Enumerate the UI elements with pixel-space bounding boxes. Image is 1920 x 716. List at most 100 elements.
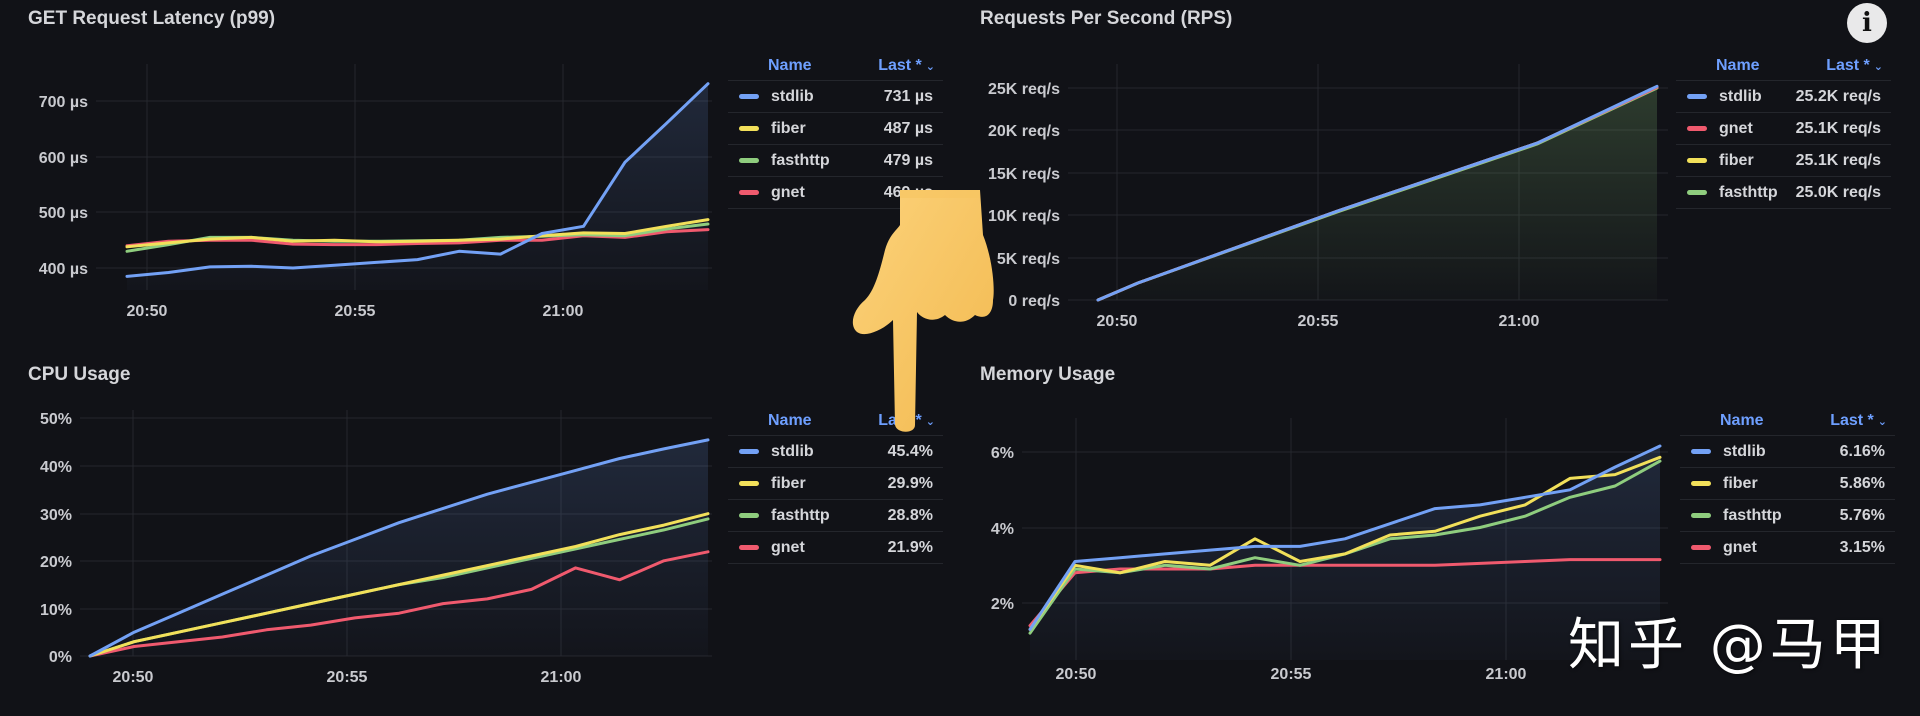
- y-axis-tick-label: 0%: [49, 649, 72, 666]
- x-axis-tick-label: 20:50: [1056, 666, 1097, 683]
- legend-series-name: fasthttp: [771, 506, 830, 524]
- y-axis-tick-label: 15K req/s: [988, 166, 1060, 183]
- legend-last-sort-header[interactable]: Last *⌄: [1830, 412, 1887, 429]
- legend-item-fiber[interactable]: fiber 487 µs: [728, 113, 943, 145]
- x-axis-tick-label: 20:55: [327, 669, 368, 686]
- legend-name-header[interactable]: Name: [1720, 412, 1764, 429]
- legend-series-name: gnet: [1719, 119, 1753, 137]
- legend-last-value: 45.4%: [887, 442, 933, 460]
- series-line-stdlib: [1028, 444, 1662, 631]
- x-axis-tick-label: 20:55: [1298, 313, 1339, 330]
- series-color-swatch: [739, 449, 759, 454]
- x-axis-tick-label: 20:55: [335, 303, 376, 320]
- series-line-stdlib: [88, 438, 710, 658]
- legend-memory: Name Last * ⌄ stdlib 6.16% fiber 5.86% fasthttp…: [1680, 407, 1895, 564]
- series-color-swatch: [739, 126, 759, 131]
- watermark-text: 知乎 @马甲: [1568, 613, 1890, 678]
- series-color-swatch: [739, 158, 759, 163]
- legend-item-stdlib[interactable]: stdlib 6.16%: [1680, 436, 1895, 468]
- series-color-swatch: [1687, 190, 1707, 195]
- chevron-down-icon: ⌄: [1877, 416, 1887, 428]
- legend-item-fiber[interactable]: fiber 5.86%: [1680, 468, 1895, 500]
- y-axis-tick-label: 500 µs: [39, 205, 88, 222]
- series-line-fiber: [125, 218, 710, 249]
- series-line-gnet: [88, 550, 710, 658]
- series-color-swatch: [739, 513, 759, 518]
- panel-title-rps: Requests Per Second (RPS): [980, 8, 1233, 29]
- x-axis-tick-label: 20:50: [1097, 313, 1138, 330]
- legend-last-value: 6.16%: [1839, 442, 1885, 460]
- y-axis-tick-label: 5K req/s: [997, 251, 1060, 268]
- legend-name-header[interactable]: Name: [768, 412, 812, 429]
- legend-series-name: fiber: [771, 119, 806, 137]
- legend-last-sort-header[interactable]: Last *⌄: [878, 57, 935, 74]
- series-line-fiber: [1028, 455, 1662, 631]
- legend-name-header[interactable]: Name: [1716, 57, 1760, 74]
- legend-rps: Name Last * ⌄ stdlib 25.2K req/s gnet 25.1K re…: [1676, 52, 1891, 209]
- legend-header: Name Last *⌄: [1676, 52, 1891, 81]
- legend-series-name: fiber: [1723, 474, 1758, 492]
- chevron-down-icon: ⌄: [925, 416, 935, 428]
- legend-last-value: 5.76%: [1839, 506, 1885, 524]
- legend-last-value: 731 µs: [883, 87, 933, 105]
- x-axis-tick-label: 21:00: [1499, 313, 1540, 330]
- legend-series-name: gnet: [771, 538, 805, 556]
- info-icon[interactable]: i: [1847, 3, 1887, 43]
- legend-item-gnet[interactable]: gnet 25.1K req/s: [1676, 113, 1891, 145]
- legend-item-gnet[interactable]: gnet 3.15%: [1680, 532, 1895, 564]
- chart-cpu: 0% 10% 20% 30% 40% 50% 20:50 20:55 21:00: [40, 410, 712, 686]
- legend-item-fasthttp[interactable]: fasthttp 5.76%: [1680, 500, 1895, 532]
- y-axis-tick-label: 600 µs: [39, 150, 88, 167]
- legend-last-value: 25.2K req/s: [1795, 87, 1881, 105]
- legend-last-value: 487 µs: [883, 119, 933, 137]
- legend-last-sort-header[interactable]: Last *⌄: [1826, 57, 1883, 74]
- panel-title-cpu: CPU Usage: [28, 364, 131, 385]
- legend-last-value: 25.0K req/s: [1795, 183, 1881, 201]
- chevron-down-icon: ⌄: [1873, 61, 1883, 73]
- legend-item-fasthttp[interactable]: fasthttp 28.8%: [728, 500, 943, 532]
- legend-item-fasthttp[interactable]: fasthttp 25.0K req/s: [1676, 177, 1891, 209]
- x-axis-tick-label: 21:00: [543, 303, 584, 320]
- series-line-fiber: [88, 512, 710, 658]
- legend-last-value: 25.1K req/s: [1795, 119, 1881, 137]
- legend-item-stdlib[interactable]: stdlib 45.4%: [728, 436, 943, 468]
- legend-series-name: fiber: [771, 474, 806, 492]
- legend-last-value: 479 µs: [883, 151, 933, 169]
- y-axis-tick-label: 700 µs: [39, 94, 88, 111]
- legend-item-fiber[interactable]: fiber 29.9%: [728, 468, 943, 500]
- series-color-swatch: [1691, 545, 1711, 550]
- y-axis-tick-label: 30%: [40, 507, 72, 524]
- chart-latency: 400 µs 500 µs 600 µs 700 µs 20:50 20:55 21:00: [39, 64, 712, 320]
- y-axis-tick-label: 2%: [991, 596, 1014, 613]
- series-color-swatch: [1687, 158, 1707, 163]
- legend-item-gnet[interactable]: gnet 21.9%: [728, 532, 943, 564]
- chevron-down-icon: ⌄: [925, 61, 935, 73]
- legend-item-fasthttp[interactable]: fasthttp 479 µs: [728, 145, 943, 177]
- series-color-swatch: [1687, 94, 1707, 99]
- y-axis-tick-label: 50%: [40, 411, 72, 428]
- x-axis-tick-label: 20:55: [1271, 666, 1312, 683]
- series-color-swatch: [1691, 513, 1711, 518]
- y-axis-tick-label: 10K req/s: [988, 208, 1060, 225]
- legend-item-stdlib[interactable]: stdlib 25.2K req/s: [1676, 81, 1891, 113]
- series-color-swatch: [1691, 449, 1711, 454]
- legend-last-value: 3.15%: [1839, 538, 1885, 556]
- legend-item-fiber[interactable]: fiber 25.1K req/s: [1676, 145, 1891, 177]
- legend-series-name: stdlib: [1723, 442, 1766, 460]
- chart-memory: 2% 4% 6% 20:50 20:55 21:00: [991, 418, 1668, 683]
- legend-series-name: fasthttp: [771, 151, 830, 169]
- x-axis-tick-label: 20:50: [113, 669, 154, 686]
- legend-header: Name Last *⌄: [728, 52, 943, 81]
- legend-series-name: fiber: [1719, 151, 1754, 169]
- legend-last-value: 5.86%: [1839, 474, 1885, 492]
- y-axis-tick-label: 25K req/s: [988, 81, 1060, 98]
- series-color-swatch: [739, 481, 759, 486]
- y-axis-tick-label: 10%: [40, 602, 72, 619]
- x-axis-tick-label: 21:00: [541, 669, 582, 686]
- series-color-swatch: [739, 545, 759, 550]
- legend-name-header[interactable]: Name: [768, 57, 812, 74]
- legend-series-name: gnet: [1723, 538, 1757, 556]
- legend-item-stdlib[interactable]: stdlib 731 µs: [728, 81, 943, 113]
